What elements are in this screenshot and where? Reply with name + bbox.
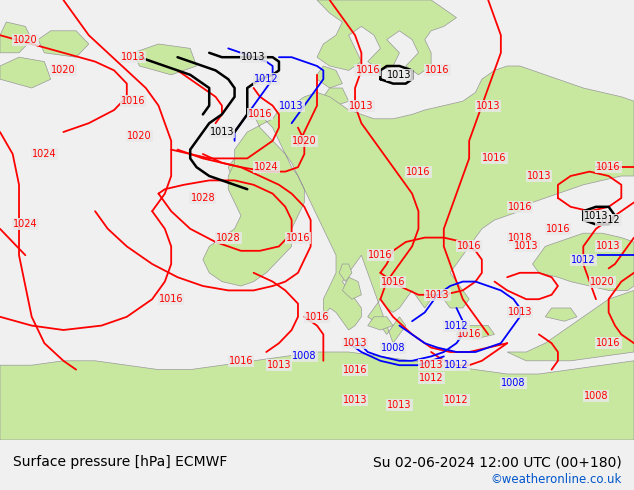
Polygon shape <box>0 57 51 88</box>
Text: 1012: 1012 <box>444 360 469 370</box>
Text: 1008: 1008 <box>292 351 316 362</box>
Text: 1016: 1016 <box>159 294 183 304</box>
Text: 1016: 1016 <box>508 202 532 212</box>
Text: 1013: 1013 <box>210 127 234 137</box>
Polygon shape <box>133 44 197 75</box>
Text: 1016: 1016 <box>356 65 380 75</box>
Text: 1020: 1020 <box>590 276 614 287</box>
Polygon shape <box>247 141 285 176</box>
Text: 1008: 1008 <box>501 378 526 388</box>
Text: 1016: 1016 <box>343 365 367 374</box>
Polygon shape <box>203 66 634 343</box>
Text: 1028: 1028 <box>216 233 240 243</box>
Text: 1013: 1013 <box>584 211 608 220</box>
Polygon shape <box>323 88 349 106</box>
Text: 1020: 1020 <box>13 35 37 45</box>
Text: 1016: 1016 <box>305 312 329 322</box>
Text: 1013: 1013 <box>597 242 621 251</box>
Polygon shape <box>0 352 634 440</box>
Polygon shape <box>317 0 456 75</box>
Text: 1013: 1013 <box>343 395 367 405</box>
Polygon shape <box>250 167 288 207</box>
Text: 1016: 1016 <box>368 250 392 260</box>
Text: 1020: 1020 <box>292 136 316 146</box>
Text: 1016: 1016 <box>546 224 570 234</box>
Text: 1016: 1016 <box>597 338 621 348</box>
Text: 1012: 1012 <box>419 373 443 383</box>
Text: 1016: 1016 <box>381 276 405 287</box>
Text: 1012: 1012 <box>571 255 595 265</box>
Text: Surface pressure [hPa] ECMWF: Surface pressure [hPa] ECMWF <box>13 455 227 469</box>
Polygon shape <box>507 291 634 361</box>
Text: 1024: 1024 <box>32 149 56 159</box>
Text: 1016: 1016 <box>406 167 430 176</box>
Polygon shape <box>38 31 89 57</box>
Text: 1018: 1018 <box>508 233 532 243</box>
Text: 1013: 1013 <box>267 360 291 370</box>
Text: 1012: 1012 <box>444 320 469 331</box>
Text: 1016: 1016 <box>457 242 481 251</box>
Text: 1013: 1013 <box>242 52 266 62</box>
Text: 1020: 1020 <box>51 65 75 75</box>
Text: 1013: 1013 <box>280 100 304 111</box>
Polygon shape <box>339 264 352 282</box>
Polygon shape <box>317 66 342 88</box>
Text: 1028: 1028 <box>191 193 215 203</box>
Text: 1013: 1013 <box>387 70 411 80</box>
Text: Su 02-06-2024 12:00 UTC (00+180): Su 02-06-2024 12:00 UTC (00+180) <box>373 455 621 469</box>
Text: 1016: 1016 <box>248 109 272 120</box>
Polygon shape <box>342 277 361 299</box>
Text: 1013: 1013 <box>349 100 373 111</box>
Text: 1013: 1013 <box>343 338 367 348</box>
Polygon shape <box>533 233 634 291</box>
Text: 1016: 1016 <box>597 162 621 172</box>
Text: 1016: 1016 <box>457 329 481 340</box>
Text: 1024: 1024 <box>13 220 37 229</box>
Text: 1013: 1013 <box>121 52 145 62</box>
Text: 1013: 1013 <box>387 400 411 410</box>
Polygon shape <box>228 158 254 185</box>
Text: 1020: 1020 <box>127 131 152 142</box>
Text: 1013: 1013 <box>476 100 500 111</box>
Polygon shape <box>368 317 393 330</box>
Text: 1016: 1016 <box>425 65 450 75</box>
Text: 1012: 1012 <box>597 215 621 225</box>
Polygon shape <box>456 325 495 339</box>
Text: 1013: 1013 <box>419 360 443 370</box>
Text: 1013: 1013 <box>527 171 551 181</box>
Text: 1016: 1016 <box>229 356 253 366</box>
Text: 1024: 1024 <box>254 162 278 172</box>
Text: 1013: 1013 <box>508 307 532 318</box>
Text: 1016: 1016 <box>482 153 507 163</box>
Polygon shape <box>545 308 577 321</box>
Polygon shape <box>0 22 32 53</box>
Text: 1012: 1012 <box>444 395 469 405</box>
Text: 1013: 1013 <box>514 242 538 251</box>
Text: 1012: 1012 <box>254 74 278 84</box>
Text: 1016: 1016 <box>286 233 310 243</box>
Text: 1013: 1013 <box>425 290 450 300</box>
Text: ©weatheronline.co.uk: ©weatheronline.co.uk <box>490 473 621 486</box>
Text: 1008: 1008 <box>584 391 608 401</box>
Text: 1016: 1016 <box>121 96 145 106</box>
Text: 1008: 1008 <box>381 343 405 353</box>
